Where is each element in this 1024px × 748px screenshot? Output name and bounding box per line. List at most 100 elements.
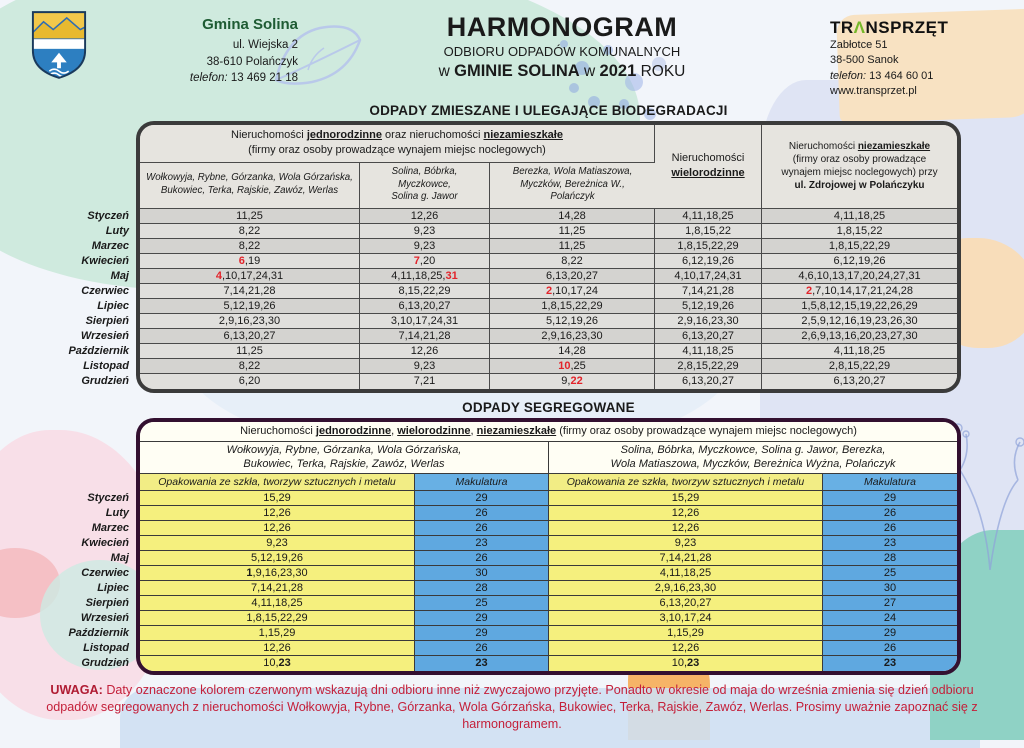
date-cell: 5,12,19,26	[140, 550, 415, 566]
title-block: HARMONOGRAM ODBIORU ODPADÓW KOMUNALNYCH …	[298, 10, 826, 81]
table-row: 4,10,17,24,31 4,11,18,25,31 6,13,20,27 4…	[140, 268, 957, 284]
date-cell: 4,11,18,25,31	[360, 268, 490, 284]
date-cell: 6,13,20,27	[655, 328, 762, 344]
date-cell: 6,12,19,26	[655, 253, 762, 269]
date-cell: 5,12,19,26	[140, 298, 360, 314]
date-cell: 4,11,18,25	[762, 343, 957, 359]
date-cell: 2,8,15,22,29	[655, 358, 762, 374]
header-region-wolkowyja: Wołkowyja, Rybne, Górzanka, Wola Górzańs…	[140, 162, 360, 209]
date-cell: 4,11,18,25	[762, 208, 957, 224]
date-cell: 6,19	[140, 253, 360, 269]
date-cell: 7,20	[360, 253, 490, 269]
date-cell: 3,10,17,24,31	[360, 313, 490, 329]
date-cell: 11,25	[140, 208, 360, 224]
table-row: 1,8,15,22,29 29 3,10,17,24 24	[140, 610, 958, 626]
date-cell: 2,7,10,14,17,21,24,28	[762, 283, 957, 299]
table-row: 12,26 26 12,26 26	[140, 520, 958, 536]
date-cell: 26	[415, 520, 549, 536]
date-cell: 12,26	[140, 505, 415, 521]
date-cell: 9,23	[360, 238, 490, 254]
date-cell: 6,13,20,27	[762, 373, 957, 389]
date-cell: 6,13,20,27	[549, 595, 823, 611]
table-row: 8,22 9,23 10,25 2,8,15,22,29 2,8,15,22,2…	[140, 358, 957, 374]
date-cell: 23	[823, 535, 958, 551]
table-row: 8,22 9,23 11,25 1,8,15,22 1,8,15,22	[140, 223, 957, 239]
logo-leaf-a-icon: Λ	[853, 18, 866, 37]
header-single-family: Nieruchomości jednorodzinne oraz nieruch…	[140, 124, 655, 163]
date-cell: 12,26	[549, 505, 823, 521]
leaf-sketch-icon	[268, 18, 368, 113]
date-cell: 6,13,20,27	[490, 268, 655, 284]
municipality-phone: telefon: 13 469 21 18	[189, 72, 298, 85]
table-row: 10,23 23 10,23 23	[140, 655, 958, 671]
date-cell: 7,14,21,28	[655, 283, 762, 299]
date-cell: 15,29	[549, 490, 823, 506]
mixed-waste-table: Nieruchomości jednorodzinne oraz nieruch…	[140, 124, 957, 389]
date-cell: 7,14,21,28	[549, 550, 823, 566]
date-cell: 11,25	[140, 343, 360, 359]
month-label: Wrzesień	[80, 611, 129, 624]
date-cell: 7,21	[360, 373, 490, 389]
date-cell: 29	[415, 625, 549, 641]
date-cell: 29	[415, 490, 549, 506]
month-label: Październik	[68, 626, 129, 639]
header-paper-2: Makulatura	[823, 473, 958, 491]
date-cell: 26	[415, 640, 549, 656]
date-cell: 23	[415, 655, 549, 671]
date-cell: 14,28	[490, 208, 655, 224]
company-address2: 38-500 Sanok	[830, 54, 899, 67]
month-label: Sierpień	[85, 314, 129, 327]
month-label: Listopad	[83, 641, 129, 654]
company-block: TRΛNSPRZĘT Zabłotce 51 38-500 Sanok tele…	[826, 10, 1006, 100]
date-cell: 1,5,8,12,15,19,22,26,29	[762, 298, 957, 314]
mixed-waste-schedule: Styczeń Luty Marzec Kwiecień Maj Czerwiec Lipi…	[62, 120, 1024, 393]
date-cell: 10,23	[140, 655, 415, 671]
month-label: Maj	[110, 269, 129, 282]
date-cell: 2,10,17,24	[490, 283, 655, 299]
month-label: Marzec	[91, 521, 129, 534]
header-zdrojowa: Nieruchomości niezamieszkałe (firmy oraz …	[762, 124, 957, 209]
date-cell: 4,6,10,13,17,20,24,27,31	[762, 268, 957, 284]
month-label: Styczeń	[87, 491, 129, 504]
date-cell: 26	[823, 520, 958, 536]
month-label: Luty	[105, 224, 129, 237]
segregated-table: Nieruchomości jednorodzinne, wielorodzin…	[140, 421, 958, 671]
date-cell: 7,14,21,28	[140, 283, 360, 299]
date-cell: 6,13,20,27	[655, 373, 762, 389]
segregated-table-frame: Nieruchomości jednorodzinne, wielorodzin…	[136, 417, 962, 675]
date-cell: 24	[823, 610, 958, 626]
date-cell: 1,9,16,23,30	[140, 565, 415, 581]
table-row: 12,26 26 12,26 26	[140, 505, 958, 521]
month-label: Październik	[68, 344, 129, 357]
table-row: 11,25 12,26 14,28 4,11,18,25 4,11,18,25	[140, 343, 957, 359]
date-cell: 4,10,17,24,31	[655, 268, 762, 284]
month-label: Grudzień	[81, 374, 129, 387]
table-row: 6,13,20,27 7,14,21,28 2,9,16,23,30 6,13,…	[140, 328, 957, 344]
date-cell: 5,12,19,26	[490, 313, 655, 329]
date-cell: 9,22	[490, 373, 655, 389]
date-cell: 2,9,16,23,30	[490, 328, 655, 344]
table-row: 11,25 12,26 14,28 4,11,18,25 4,11,18,25	[140, 208, 957, 224]
date-cell: 7,14,21,28	[360, 328, 490, 344]
page-subtitle: ODBIORU ODPADÓW KOMUNALNYCH	[443, 44, 681, 59]
date-cell: 4,10,17,24,31	[140, 268, 360, 284]
table-row: 7,14,21,28 8,15,22,29 2,10,17,24 7,14,21…	[140, 283, 957, 299]
date-cell: 4,11,18,25	[140, 595, 415, 611]
date-cell: 10,25	[490, 358, 655, 374]
date-cell: 25	[415, 595, 549, 611]
header-multi-family: Nieruchomości wielorodzinne	[655, 124, 762, 209]
date-cell: 26	[823, 505, 958, 521]
date-cell: 5,12,19,26	[655, 298, 762, 314]
company-address1: Zabłotce 51	[830, 39, 888, 51]
header-glass-plastic-metal-1: Opakowania ze szkła, tworzyw sztucznych …	[140, 473, 415, 491]
header-all-properties: Nieruchomości jednorodzinne, wielorodzin…	[140, 421, 958, 442]
gmina-solina-crest-icon	[30, 10, 88, 85]
mixed-waste-table-frame: Nieruchomości jednorodzinne oraz nieruch…	[136, 120, 961, 393]
table-row: 4,11,18,25 25 6,13,20,27 27	[140, 595, 958, 611]
date-cell: 2,6,9,13,16,20,23,27,30	[762, 328, 957, 344]
date-cell: 12,26	[140, 520, 415, 536]
date-cell: 4,11,18,25	[655, 208, 762, 224]
date-cell: 9,23	[140, 535, 415, 551]
month-gutter-segregated: Styczeń Luty Marzec Kwiecień Maj Czerwiec Lipi…	[62, 418, 136, 675]
date-cell: 23	[823, 655, 958, 671]
